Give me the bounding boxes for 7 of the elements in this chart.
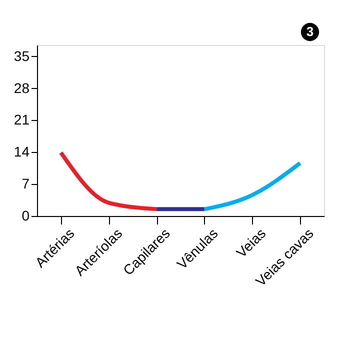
y-tick-label: 28 bbox=[14, 80, 30, 96]
y-tick-label: 0 bbox=[22, 208, 30, 224]
y-tick-label: 35 bbox=[14, 48, 30, 64]
text: 3 bbox=[306, 24, 314, 39]
y-tick-label: 14 bbox=[14, 144, 30, 160]
y-tick-label: 7 bbox=[22, 176, 30, 192]
y-tick-label: 21 bbox=[14, 112, 30, 128]
